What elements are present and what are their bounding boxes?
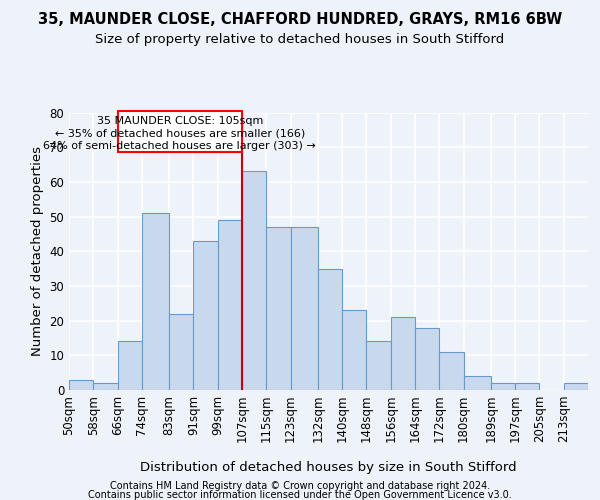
Bar [242, 172, 266, 390]
Bar [218, 220, 242, 390]
Text: 35, MAUNDER CLOSE, CHAFFORD HUNDRED, GRAYS, RM16 6BW: 35, MAUNDER CLOSE, CHAFFORD HUNDRED, GRA… [38, 12, 562, 28]
Bar [491, 383, 515, 390]
Bar [564, 383, 588, 390]
Bar [342, 310, 367, 390]
Text: 64% of semi-detached houses are larger (303) →: 64% of semi-detached houses are larger (… [43, 141, 316, 151]
Text: Distribution of detached houses by size in South Stifford: Distribution of detached houses by size … [140, 461, 517, 474]
Bar [415, 328, 439, 390]
Text: Contains public sector information licensed under the Open Government Licence v3: Contains public sector information licen… [88, 490, 512, 500]
Bar [464, 376, 491, 390]
Text: 35 MAUNDER CLOSE: 105sqm: 35 MAUNDER CLOSE: 105sqm [97, 116, 263, 126]
Text: ← 35% of detached houses are smaller (166): ← 35% of detached houses are smaller (16… [55, 128, 305, 138]
Bar [367, 342, 391, 390]
Bar [290, 227, 318, 390]
Bar [142, 213, 169, 390]
Text: Contains HM Land Registry data © Crown copyright and database right 2024.: Contains HM Land Registry data © Crown c… [110, 481, 490, 491]
Bar [266, 227, 290, 390]
Bar [93, 383, 118, 390]
Y-axis label: Number of detached properties: Number of detached properties [31, 146, 44, 356]
Bar [118, 342, 142, 390]
Bar [69, 380, 93, 390]
Text: Size of property relative to detached houses in South Stifford: Size of property relative to detached ho… [95, 32, 505, 46]
Bar [515, 383, 539, 390]
Bar [169, 314, 193, 390]
Bar [193, 241, 218, 390]
FancyBboxPatch shape [118, 111, 242, 152]
Bar [439, 352, 464, 390]
Bar [391, 317, 415, 390]
Bar [318, 268, 342, 390]
